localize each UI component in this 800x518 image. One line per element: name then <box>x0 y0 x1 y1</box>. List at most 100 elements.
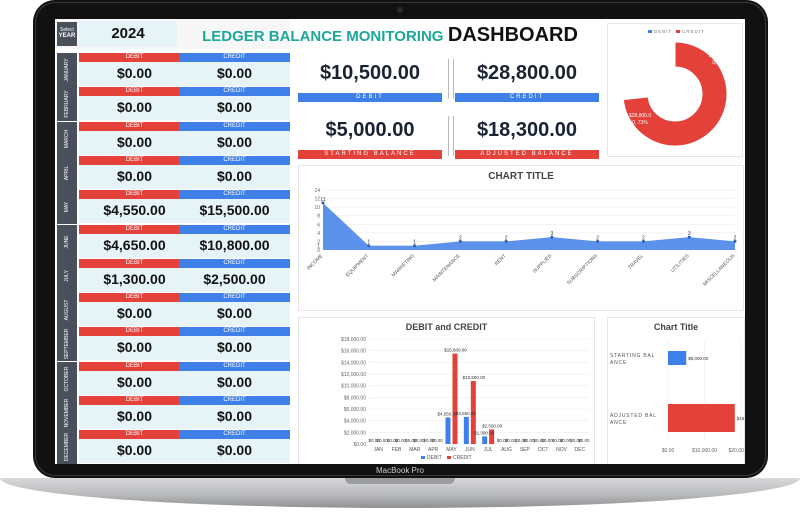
credit-cell: CREDIT $0.00 <box>179 361 290 395</box>
area-point <box>550 235 554 239</box>
credit-value: $2,500.00 <box>203 270 266 287</box>
month-row: MAY DEBIT $4,550.00 CREDIT $15,500.00 <box>55 190 290 225</box>
area-data-label: 2 <box>459 235 462 241</box>
x-tick-label: NOV <box>556 447 568 453</box>
debit-value: $0.00 <box>116 305 153 322</box>
month-row: JULY DEBIT $1,300.00 CREDIT $2,500.00 <box>55 258 290 293</box>
credit-value: $0.00 <box>216 133 253 150</box>
donut-chart-panel: $10,500.0 0, 27% $28,800.0 0, 73% DEBIT CREDI… <box>607 23 743 157</box>
laptop-notch <box>345 478 455 484</box>
credit-header: CREDIT <box>179 293 290 303</box>
kpi-debit: $10,500.00 DEBIT <box>298 56 442 106</box>
y-tick-label: $4,000.00 <box>344 419 366 425</box>
area-data-label: 11 <box>320 197 325 203</box>
donut-label-debit: 0, 27% <box>712 60 728 66</box>
legend-swatch-credit <box>676 30 680 33</box>
area-point <box>367 244 371 248</box>
donut-label-credit: 0, 73% <box>632 120 648 126</box>
month-row: NOVEMBER DEBIT $0.00 CREDIT $0.00 <box>55 396 290 430</box>
debit-header: DEBIT <box>79 190 190 200</box>
credit-header: CREDIT <box>179 327 290 337</box>
bar-data-label-debit: $0.00 <box>405 438 417 443</box>
legend-label-debit: DEBIT <box>654 29 672 34</box>
debit-value: $0.00 <box>116 65 153 81</box>
month-label: DECEMBER <box>57 430 77 464</box>
debit-cell: DEBIT $0.00 <box>79 327 190 361</box>
month-name: DECEMBER <box>64 433 70 462</box>
bar-credit <box>452 353 458 444</box>
month-name: APRIL <box>64 165 70 181</box>
month-label: JULY <box>57 258 77 293</box>
balance-chart-title: Chart Title <box>653 322 699 332</box>
kpi-adjusted-balance: $18,300.00 ADJUSTED BALANCE <box>455 113 599 163</box>
year-dropdown[interactable]: 2024 <box>79 21 177 47</box>
legend-swatch-debit <box>421 456 425 459</box>
area-point <box>733 239 737 243</box>
dashboard-screen: Select YEAR 2024 JANUARY DEBIT $0.00 CREDIT… <box>55 19 745 464</box>
debit-credit-chart: $0.00$2,000.00$4,000.00$6,000.00$8,000.0… <box>341 337 590 461</box>
year-select-label: Select YEAR <box>57 22 77 46</box>
x-tick-label: SEP <box>520 447 531 453</box>
y-tick-label: 14 <box>314 188 320 194</box>
camera-icon <box>397 7 403 13</box>
month-name: AUGUST <box>64 299 70 321</box>
debit-header: DEBIT <box>79 53 190 62</box>
device-brand-label: MacBook Pro <box>375 466 425 475</box>
month-row: FEBRUARY DEBIT $0.00 CREDIT $0.00 <box>55 87 290 122</box>
bar-debit <box>463 416 469 444</box>
debit-header: DEBIT <box>79 121 190 131</box>
bar-data-label-credit: $0.00 <box>523 438 535 443</box>
page-title-dashboard: DASHBOARD <box>447 24 578 46</box>
debit-header: DEBIT <box>79 224 190 234</box>
bar-data-label-debit: $0.00 <box>424 438 436 443</box>
x-tick-label: UTILITIES <box>670 253 691 274</box>
x-tick-label: RENT <box>494 253 508 267</box>
month-row: SEPTEMBER DEBIT $0.00 CREDIT $0.00 <box>55 327 290 362</box>
debit-value: $0.00 <box>116 442 153 459</box>
bar-data-label-credit: $0.00 <box>505 438 517 443</box>
debit-value: $0.00 <box>116 99 153 116</box>
month-name: NOVEMBER <box>64 398 70 428</box>
credit-cell: CREDIT $2,500.00 <box>179 258 290 292</box>
month-row: JANUARY DEBIT $0.00 CREDIT $0.00 <box>55 53 290 87</box>
credit-value: $0.00 <box>216 305 253 322</box>
month-label: JUNE <box>57 224 77 259</box>
y-category-label: STARTING BAL <box>610 353 655 359</box>
y-tick-label: $0.00 <box>353 442 366 448</box>
month-name: MARCH <box>64 129 70 148</box>
debit-value: $0.00 <box>116 408 153 424</box>
donut-label-debit: $10,500.0 <box>709 53 731 59</box>
kpi-starting-caption: STARTING BALANCE <box>298 150 442 159</box>
kpi-divider <box>448 116 454 156</box>
x-tick-label: SUBSCRIPTIONS <box>566 253 600 287</box>
debit-header: DEBIT <box>79 396 190 405</box>
credit-cell: CREDIT $0.00 <box>179 430 290 464</box>
month-name: SEPTEMBER <box>64 328 70 360</box>
bar-data-label-credit: $0.00 <box>542 438 554 443</box>
debit-credit-chart-panel: DEBIT and CREDIT $0.00 $2,000.00 $4,000.00… <box>298 317 595 464</box>
credit-cell: CREDIT $0.00 <box>179 293 290 327</box>
x-tick-label: EQUIPMENT <box>345 253 370 278</box>
month-row: DECEMBER DEBIT $0.00 CREDIT $0.00 <box>55 430 290 464</box>
x-tick-label: INCOME <box>306 253 325 272</box>
area-data-label: 1 <box>413 240 416 246</box>
x-tick-label: MAY <box>446 447 457 453</box>
y-category-label: ANCE <box>610 420 627 426</box>
credit-value: $0.00 <box>216 408 253 424</box>
credit-value: $0.00 <box>216 167 253 184</box>
debit-cell: DEBIT $1,300.00 <box>79 258 190 292</box>
area-series <box>323 202 735 250</box>
donut-label-credit: $28,800.0 <box>629 113 651 119</box>
bar-data-label-credit: $0.00 <box>413 438 425 443</box>
debit-header: DEBIT <box>79 430 190 440</box>
legend-label-credit: CREDIT <box>682 29 705 34</box>
area-point <box>321 201 325 205</box>
y-tick-label: $8,000.00 <box>344 395 366 401</box>
credit-cell: CREDIT $0.00 <box>179 327 290 361</box>
debit-value: $0.00 <box>116 339 153 356</box>
kpi-adjusted-value: $18,300.00 <box>476 119 578 141</box>
credit-header: CREDIT <box>179 224 290 234</box>
credit-header: CREDIT <box>179 430 290 440</box>
kpi-debit-value: $10,500.00 <box>319 62 421 84</box>
x-tick-label: MARKETING <box>391 253 416 278</box>
